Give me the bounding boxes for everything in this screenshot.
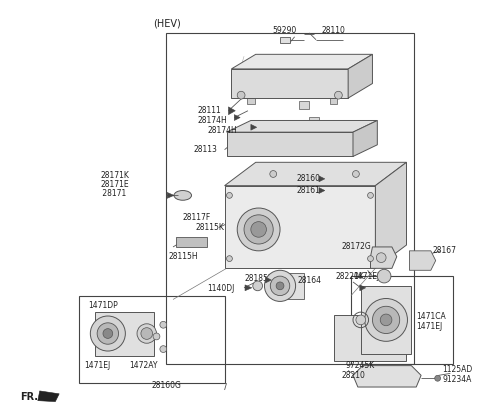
Polygon shape [280, 273, 304, 299]
Polygon shape [409, 251, 436, 270]
Text: 1471CA: 1471CA [416, 313, 446, 321]
Polygon shape [361, 286, 411, 354]
Text: 97245K: 97245K [345, 361, 374, 370]
Text: 91234A: 91234A [443, 375, 472, 384]
Polygon shape [227, 132, 353, 156]
Polygon shape [225, 186, 375, 268]
Polygon shape [227, 120, 377, 132]
Text: 28171K: 28171K [100, 171, 129, 181]
Text: 28220K: 28220K [336, 272, 364, 280]
Text: 28160G: 28160G [151, 380, 181, 390]
Polygon shape [300, 101, 309, 109]
Circle shape [103, 329, 113, 339]
Bar [79, 296, 225, 383]
Text: 28115K: 28115K [195, 223, 224, 232]
Polygon shape [348, 54, 372, 98]
Text: 28185B: 28185B [244, 273, 273, 283]
Circle shape [137, 324, 156, 343]
Polygon shape [265, 277, 271, 283]
Polygon shape [176, 237, 207, 247]
Circle shape [237, 91, 245, 99]
Circle shape [352, 171, 360, 177]
Circle shape [377, 269, 391, 283]
Circle shape [160, 321, 167, 328]
Text: (HEV): (HEV) [154, 18, 181, 28]
Text: 1471EJ: 1471EJ [416, 322, 443, 331]
Polygon shape [38, 391, 59, 402]
Text: 28210: 28210 [341, 371, 365, 380]
Text: 28115H: 28115H [168, 252, 198, 261]
Ellipse shape [174, 191, 192, 200]
Polygon shape [375, 162, 407, 268]
Circle shape [270, 171, 276, 177]
Circle shape [380, 314, 392, 326]
Circle shape [264, 270, 296, 301]
Polygon shape [280, 37, 290, 43]
Polygon shape [319, 176, 325, 182]
Polygon shape [353, 120, 377, 156]
Text: 28171: 28171 [100, 189, 126, 198]
Circle shape [270, 276, 290, 296]
Bar [330, 98, 337, 104]
Circle shape [368, 192, 373, 198]
Circle shape [365, 298, 408, 342]
Circle shape [372, 306, 400, 334]
Circle shape [97, 323, 119, 344]
Polygon shape [371, 247, 397, 268]
Polygon shape [234, 115, 240, 120]
Text: 1471EJ: 1471EJ [84, 361, 111, 370]
Text: 59290: 59290 [272, 26, 297, 36]
Polygon shape [353, 366, 421, 387]
Text: 28160: 28160 [297, 174, 321, 184]
Circle shape [160, 346, 167, 352]
Circle shape [368, 256, 373, 262]
Text: 28111: 28111 [197, 106, 221, 115]
Text: 1472AY: 1472AY [129, 361, 158, 370]
Text: 28167: 28167 [433, 246, 457, 255]
Circle shape [90, 316, 125, 351]
Text: 28161: 28161 [297, 186, 321, 195]
Text: 28110: 28110 [322, 26, 346, 36]
Circle shape [253, 281, 263, 291]
Polygon shape [95, 312, 154, 356]
Polygon shape [231, 54, 372, 69]
Text: FR.: FR. [20, 392, 38, 402]
Text: 1125AD: 1125AD [443, 365, 473, 374]
Text: 28171E: 28171E [100, 180, 129, 189]
Circle shape [153, 333, 160, 340]
Circle shape [335, 91, 342, 99]
Text: 28172G: 28172G [341, 242, 371, 252]
Polygon shape [225, 162, 407, 186]
Circle shape [227, 256, 232, 262]
Circle shape [276, 282, 284, 290]
Bar [351, 276, 453, 364]
Text: 28117F: 28117F [183, 213, 211, 222]
Text: 28113: 28113 [193, 145, 217, 154]
Circle shape [227, 192, 232, 198]
Text: 1471EJ: 1471EJ [353, 272, 379, 280]
Circle shape [141, 328, 153, 339]
Text: 1140DJ: 1140DJ [207, 284, 234, 293]
Bar [166, 33, 414, 364]
Polygon shape [245, 285, 252, 291]
Polygon shape [360, 285, 366, 291]
Circle shape [376, 253, 386, 263]
Polygon shape [228, 107, 235, 115]
Bar [247, 98, 255, 104]
Circle shape [356, 315, 366, 325]
Polygon shape [167, 192, 174, 198]
Circle shape [435, 375, 441, 381]
Polygon shape [334, 315, 407, 361]
Text: 28174H: 28174H [197, 116, 227, 125]
Text: 28174H: 28174H [207, 126, 237, 135]
Text: 28164: 28164 [298, 275, 322, 285]
Polygon shape [319, 188, 325, 194]
Polygon shape [309, 117, 319, 125]
Circle shape [244, 215, 273, 244]
Text: 1471DP: 1471DP [88, 301, 118, 310]
Polygon shape [251, 125, 257, 130]
Polygon shape [231, 69, 348, 98]
Circle shape [237, 208, 280, 251]
Circle shape [251, 222, 266, 237]
